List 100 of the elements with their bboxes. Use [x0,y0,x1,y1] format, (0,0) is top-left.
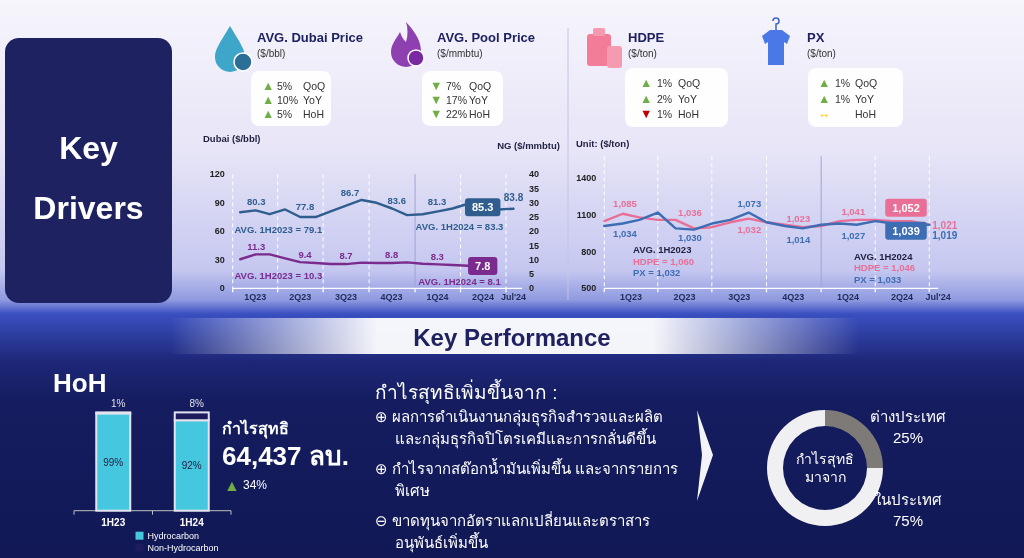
data-label: 92% [181,459,202,471]
annotation: 80.3 [247,195,266,207]
annotation: 7.8 [475,260,491,272]
text: ▲ 10% YoY [262,93,322,107]
text: ($/ton) [628,47,657,59]
text: ↔ HoH [818,107,877,121]
y2-tick-label: 5 [529,269,535,280]
slice-label: ในประเทศ [874,491,942,509]
y-axis-title: Unit: ($/ton) [576,137,630,149]
x-tick-label: 1H23 [101,517,126,529]
annotation: 1,034 [613,227,638,239]
y-tick-label: 500 [581,283,597,294]
text: AVG. Dubai Price [257,29,363,45]
y-tick-label: 1100 [576,209,597,220]
x-tick-label: 2Q24 [472,292,495,303]
text: ▲ 1% QoQ [640,76,701,90]
y-tick-label: 30 [214,254,225,265]
y-tick-label: 1400 [576,173,597,184]
annotation: AVG. 1H2024 = 83.3 [415,220,504,232]
annotation: 9.4 [298,248,313,260]
annotation: 86.7 [340,186,360,198]
text: กำไรสุทธิเพิ่มขึ้นจาก : [375,380,559,406]
annotation: 81.3 [427,195,447,207]
slice-label: ต่างประเทศ [870,407,946,425]
y-tick-label: 800 [581,246,597,257]
y-tick-label: 90 [214,197,225,208]
y-tick-label: 120 [209,169,225,180]
annotation: ▲ 34% [224,476,268,494]
text: ⊕ ผลการดำเนินงานกลุ่มธุรกิจสำรวจและผลิตและกลุ่มธุรกิจปิโตรเคมีและการกลั่นดีขึ้น [375,407,664,450]
text: PX [807,29,825,45]
x-tick-label: Jul'24 [500,292,527,303]
y2-tick-label: 35 [529,183,540,194]
x-tick-label: Jul'24 [925,292,951,303]
text: ▼ 17% YoY [430,93,488,107]
annotation: AVG. 1H2024 HDPE = 1,046 PX = 1,033 [854,250,915,285]
x-tick-label: 1H24 [179,517,205,529]
text: ▲ 5% QoQ [262,79,326,93]
data-label: 1% [111,397,126,409]
annotation: AVG. 1H2023 HDPE = 1,060 PX = 1,032 [633,243,694,278]
annotation: 77.8 [295,200,315,212]
x-tick-label: 2Q24 [890,292,913,303]
annotation: 1,039 [892,224,920,237]
x-tick-label: 1Q24 [426,292,449,303]
data-label: 99% [103,456,124,468]
data-label: 25% [892,428,924,446]
data-label: 8% [189,397,205,409]
y2-tick-label: 15 [529,240,540,251]
text: ▼ 7% QoQ [430,79,492,93]
annotation: AVG. 1H2023 = 10.3 [234,270,323,282]
annotation: 1,027 [841,229,866,241]
y2-tick-label: 40 [529,169,540,180]
y2-tick-label: 25 [529,212,540,223]
x-tick-label: 2Q23 [673,292,696,303]
y2-axis-title: NG ($/mmbtu) [497,139,560,151]
text: ▲ 1% QoQ [818,76,878,90]
annotation: 1,030 [678,231,702,243]
x-tick-label: 3Q23 [335,292,358,303]
annotation: 1,023 [786,212,811,224]
text: ($/bbl) [257,47,286,59]
y2-tick-label: 0 [529,283,535,294]
text: ($/mmbtu) [437,47,483,59]
text: กำไรสุทธิ มาจาก [795,450,855,486]
annotation: AVG. 1H2023 = 79.1 [234,223,323,235]
text: ▲ 1% YoY [818,92,874,106]
data-label: 1,019 [932,230,958,242]
text: ⊕ กำไรจากสต๊อกน้ำมันเพิ่มขึ้น และจากรายการพิเศษ [375,458,679,501]
annotation: 83.6 [387,194,406,206]
text: ▼ 1% HoH [640,107,700,121]
text: ▲ 5% HoH [262,107,325,121]
y2-tick-label: 10 [529,254,540,265]
annotation: AVG. 1H2024 = 8.1 [418,276,502,288]
annotation: 11.3 [247,241,266,253]
annotation: 1,014 [786,233,811,245]
text: Key Drivers [32,129,145,228]
annotation: 8.8 [385,248,399,260]
x-tick-label: 1Q23 [620,292,643,303]
text: Key Performance [413,323,611,351]
text: 64,437 ลบ. [222,441,349,471]
chart-title: HoH [53,368,107,398]
annotation: 1,052 [892,201,920,214]
x-tick-label: 2Q23 [289,292,312,303]
data-label: 1,021 [932,220,958,232]
text: ▼ 22% HoH [430,107,491,121]
text: HDPE [628,29,665,45]
text: Hydrocarbon [147,530,200,541]
data-label: 75% [892,512,924,530]
annotation: 8.3 [430,250,444,262]
x-tick-label: 4Q23 [782,292,805,303]
x-tick-label: 1Q24 [836,292,859,303]
data-label: 83.8 [503,192,524,204]
legend-label: Non-Hydrocarbon [147,542,219,553]
y-axis-title: Dubai ($/bbl) [203,133,261,144]
text: กำไรสุทธิ [222,418,289,439]
text: AVG. Pool Price [437,29,536,45]
y2-tick-label: 30 [529,197,540,208]
text: ▲ 2% YoY [640,92,697,106]
x-tick-label: 3Q23 [728,292,751,303]
y2-tick-label: 20 [529,226,540,237]
y-tick-label: 0 [219,283,225,294]
annotation: 1,041 [841,205,866,217]
